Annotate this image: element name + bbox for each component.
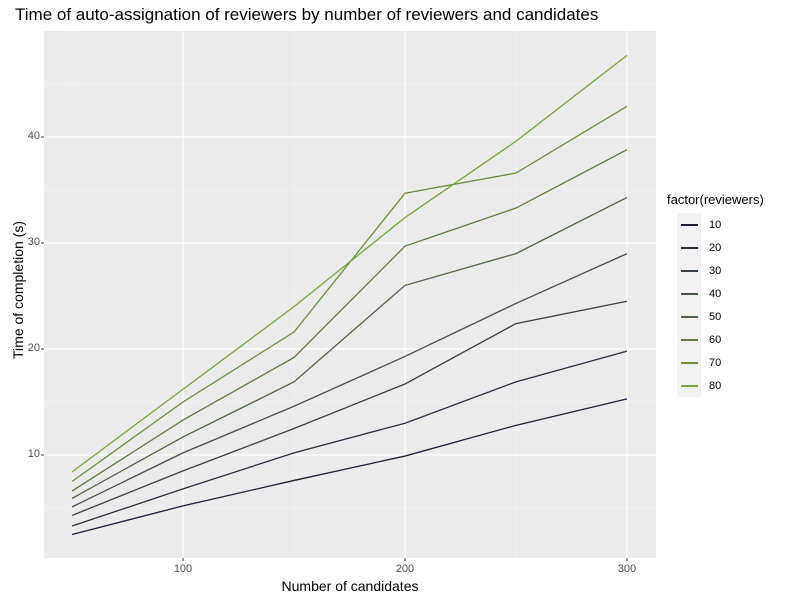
x-tick-200: 200 (395, 563, 415, 575)
y-tick-30: 30 (27, 236, 40, 248)
legend-item-80: 80 (667, 374, 764, 397)
legend-swatch (680, 292, 698, 295)
legend-item-60: 60 (667, 328, 764, 351)
x-tick-300: 300 (617, 563, 637, 575)
legend-swatch (680, 269, 698, 272)
legend-swatch (680, 315, 698, 318)
data-lines (71, 54, 628, 536)
legend-item-40: 40 (667, 282, 764, 305)
legend-title: factor(reviewers) (667, 192, 764, 207)
legend-swatch (680, 361, 698, 364)
legend-swatch (680, 246, 698, 249)
panel-background (44, 31, 656, 558)
legend-item-30: 30 (667, 259, 764, 282)
legend-swatch (680, 384, 698, 387)
gridlines (44, 31, 656, 558)
legend-label: 10 (709, 218, 722, 231)
series-line-10 (71, 398, 628, 536)
series-line-50 (71, 196, 628, 500)
y-tick-40: 40 (27, 130, 40, 142)
legend-item-70: 70 (667, 351, 764, 374)
legend-label: 40 (709, 287, 722, 300)
series-line-20 (71, 350, 628, 527)
legend-label: 60 (709, 333, 722, 346)
legend-label: 50 (709, 310, 722, 323)
legend-swatch (680, 338, 698, 341)
legend-swatch (680, 223, 698, 226)
legend: factor(reviewers) 10 20 30 40 50 60 70 8… (667, 192, 764, 397)
legend-label: 80 (709, 379, 722, 392)
y-tick-10: 10 (27, 448, 40, 460)
y-tick-20: 20 (27, 342, 40, 354)
axis-ticks (41, 136, 628, 561)
legend-label: 30 (709, 264, 722, 277)
x-axis-label: Number of candidates (281, 578, 419, 594)
series-line-40 (71, 253, 628, 508)
legend-item-10: 10 (667, 213, 764, 236)
series-line-30 (71, 300, 628, 517)
legend-label: 70 (709, 356, 722, 369)
legend-label: 20 (709, 241, 722, 254)
legend-item-20: 20 (667, 236, 764, 259)
series-line-60 (71, 149, 628, 492)
series-line-80 (71, 54, 628, 473)
chart-title: Time of auto-assignation of reviewers by… (15, 5, 599, 24)
legend-item-50: 50 (667, 305, 764, 328)
x-tick-100: 100 (173, 563, 193, 575)
